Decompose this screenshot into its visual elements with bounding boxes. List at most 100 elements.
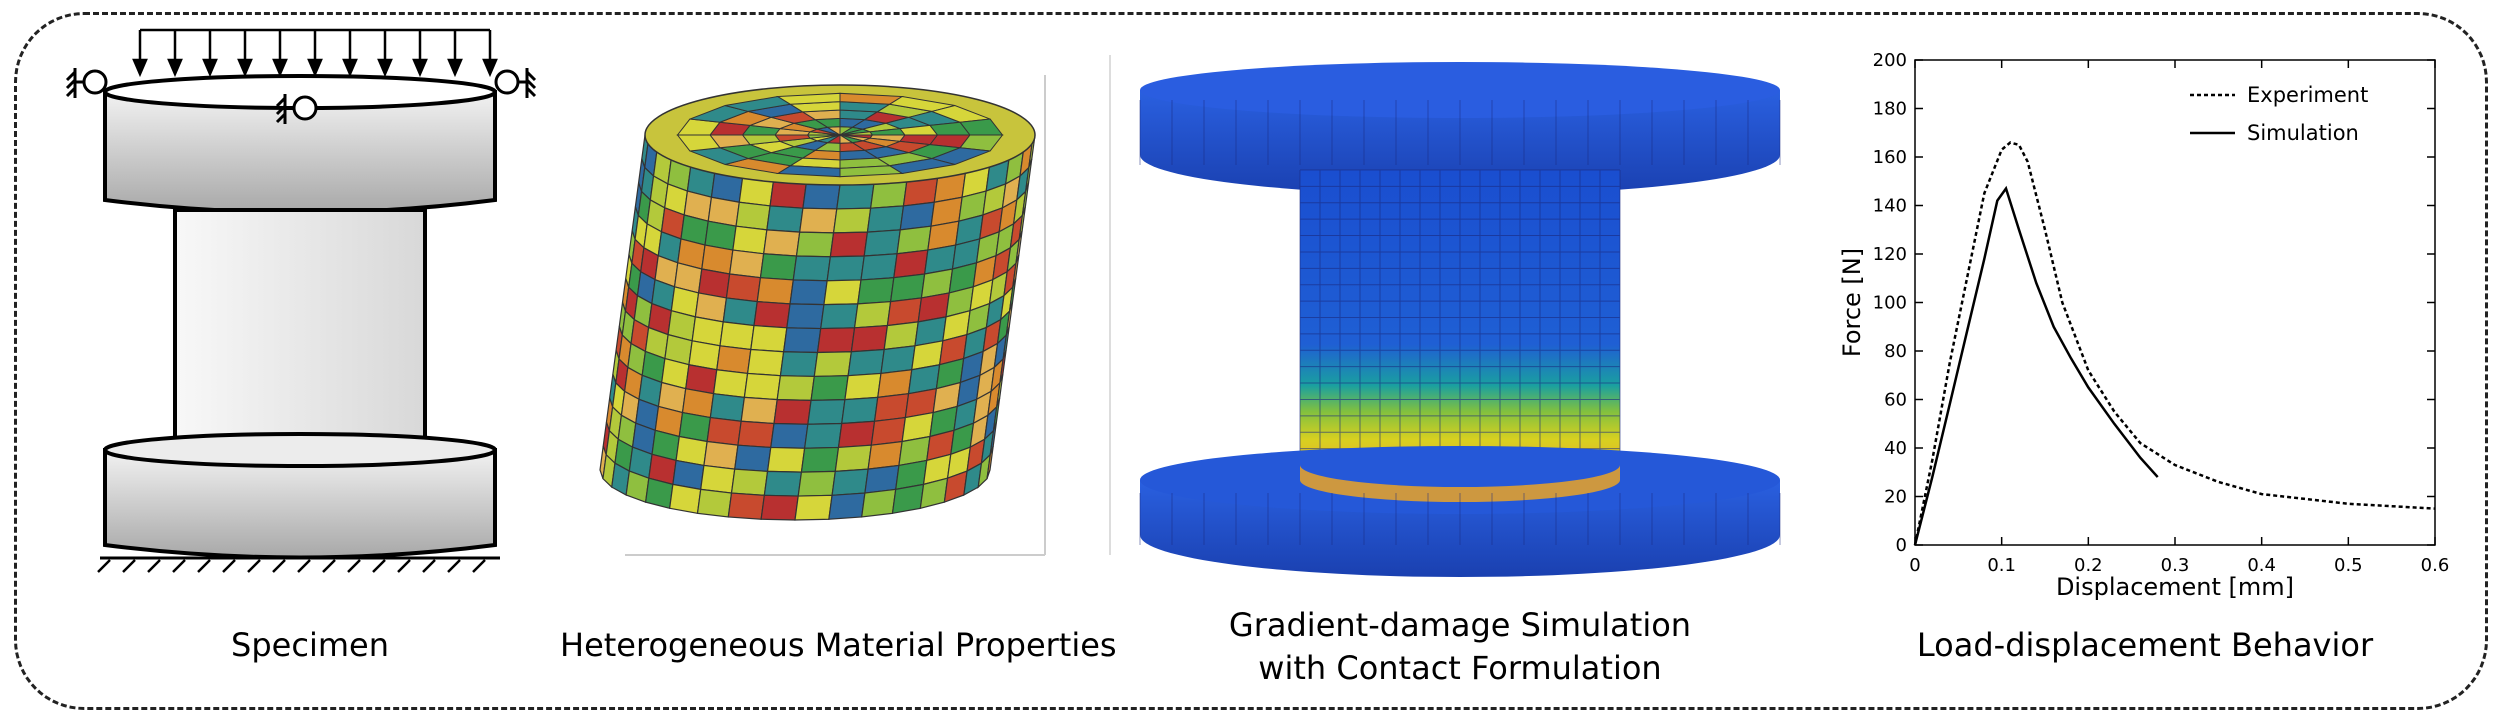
hatch-mark: [372, 559, 386, 573]
load-arrowhead: [202, 58, 218, 78]
mesh-element: [795, 231, 835, 258]
mesh-element: [750, 324, 788, 353]
mesh-element: [797, 470, 836, 497]
mesh-element: [737, 420, 775, 449]
roller-support-center: [275, 94, 318, 124]
mesh-element: [743, 372, 782, 401]
mesh-element: [668, 483, 702, 515]
mesh-element: [834, 444, 873, 473]
specimen-diagram: [65, 28, 537, 573]
mesh-element: [709, 392, 746, 422]
mesh-element: [776, 375, 815, 401]
y-tick-label: 40: [1884, 438, 1907, 459]
mesh-element: [836, 183, 875, 210]
dashed-frame: [14, 12, 2488, 710]
mesh-element: [828, 492, 866, 520]
bottom-cap-face: [103, 432, 497, 468]
cylinder-side-mesh: [599, 134, 1036, 521]
hatch-marks: [97, 559, 486, 573]
mesh-element: [803, 422, 843, 449]
y-tick-label: 200: [1873, 50, 1907, 71]
y-tick-label: 60: [1884, 390, 1907, 411]
x-tick-label: 0.6: [2421, 555, 2450, 576]
mesh-element: [799, 207, 838, 234]
load-arrowhead: [377, 58, 393, 78]
mesh-element: [759, 253, 798, 281]
roller-support-right: [494, 68, 537, 98]
load-arrowhead: [237, 58, 253, 78]
mesh-element: [760, 494, 799, 521]
y-tick-label: 140: [1873, 196, 1907, 217]
mesh-element: [841, 396, 879, 425]
x-tick-label: 0: [1909, 555, 1920, 576]
chart-axes: 0 0.1 0.2 0.3 0.4 0.5 0.6 0 20 40 60 80 100 120 140 160…: [1838, 50, 2449, 601]
mesh-element: [832, 207, 872, 234]
mesh-element: [847, 348, 885, 377]
mesh-element: [866, 205, 905, 233]
load-arrowhead: [307, 58, 323, 78]
mesh-element: [706, 416, 742, 446]
mesh-element: [820, 303, 859, 330]
mesh-element: [802, 183, 841, 210]
hatch-mark: [322, 559, 336, 573]
mesh-element: [860, 253, 898, 281]
damage-simulation: [1109, 55, 1781, 577]
mesh-element: [853, 300, 892, 329]
mesh-element: [762, 229, 801, 257]
mesh-element: [800, 446, 840, 473]
legend-label-simulation: Simulation: [2247, 121, 2359, 145]
hatch-mark: [422, 559, 436, 573]
mesh-element: [734, 444, 772, 473]
y-tick-label: 120: [1873, 244, 1907, 265]
mesh-element: [728, 249, 765, 279]
mesh-element: [753, 300, 791, 329]
series-experiment-line: [1913, 141, 2436, 546]
mesh-element: [844, 372, 882, 401]
x-tick-label: 0.2: [2074, 555, 2103, 576]
mesh-element: [823, 279, 862, 306]
mesh-element: [986, 445, 994, 479]
simulation-caption-line2: with Contact Formulation: [1258, 649, 1662, 687]
mesh-element: [867, 440, 903, 470]
hatch-mark: [97, 559, 111, 573]
hatch-mark: [197, 559, 211, 573]
mesh-element: [860, 488, 897, 518]
hatch-mark: [397, 559, 411, 573]
load-arrowhead: [342, 58, 358, 78]
mesh-element: [789, 279, 828, 306]
mesh-element: [880, 345, 916, 375]
mesh-element: [877, 369, 913, 399]
mesh-element: [732, 225, 768, 255]
y-tick-label: 80: [1884, 341, 1907, 362]
mesh-element: [779, 351, 819, 378]
column-mesh-grid: [1299, 169, 1621, 480]
mesh-element: [756, 277, 794, 305]
heterogeneous-mesh: [599, 75, 1046, 556]
column-base: [1300, 465, 1620, 502]
mesh-element: [730, 468, 769, 496]
mesh-element: [773, 398, 812, 425]
mesh-element: [896, 225, 932, 255]
mesh-element: [763, 470, 803, 497]
y-tick-label: 160: [1873, 147, 1907, 168]
mesh-element: [873, 392, 910, 422]
y-tick-label: 180: [1873, 99, 1907, 120]
mesh-element: [769, 181, 807, 209]
mesh-element: [746, 348, 785, 377]
mesh-element: [826, 255, 865, 282]
mesh-element: [792, 255, 832, 282]
mesh-element: [719, 321, 755, 351]
load-arrowhead: [447, 58, 463, 78]
plate-mesh-lines: [1139, 100, 1781, 545]
mesh-element: [786, 303, 825, 330]
simulation-caption-line1: Gradient-damage Simulation: [1228, 606, 1692, 644]
y-axis-label: Force [N]: [1838, 248, 1866, 357]
hatch-mark: [222, 559, 236, 573]
mesh-element: [703, 440, 739, 470]
mesh-element: [889, 273, 926, 303]
specimen-body: [173, 208, 427, 464]
x-tick-label: 0.4: [2247, 555, 2276, 576]
mesh-element: [712, 369, 749, 399]
mesh-element: [807, 398, 846, 425]
mesh-element: [738, 177, 774, 207]
